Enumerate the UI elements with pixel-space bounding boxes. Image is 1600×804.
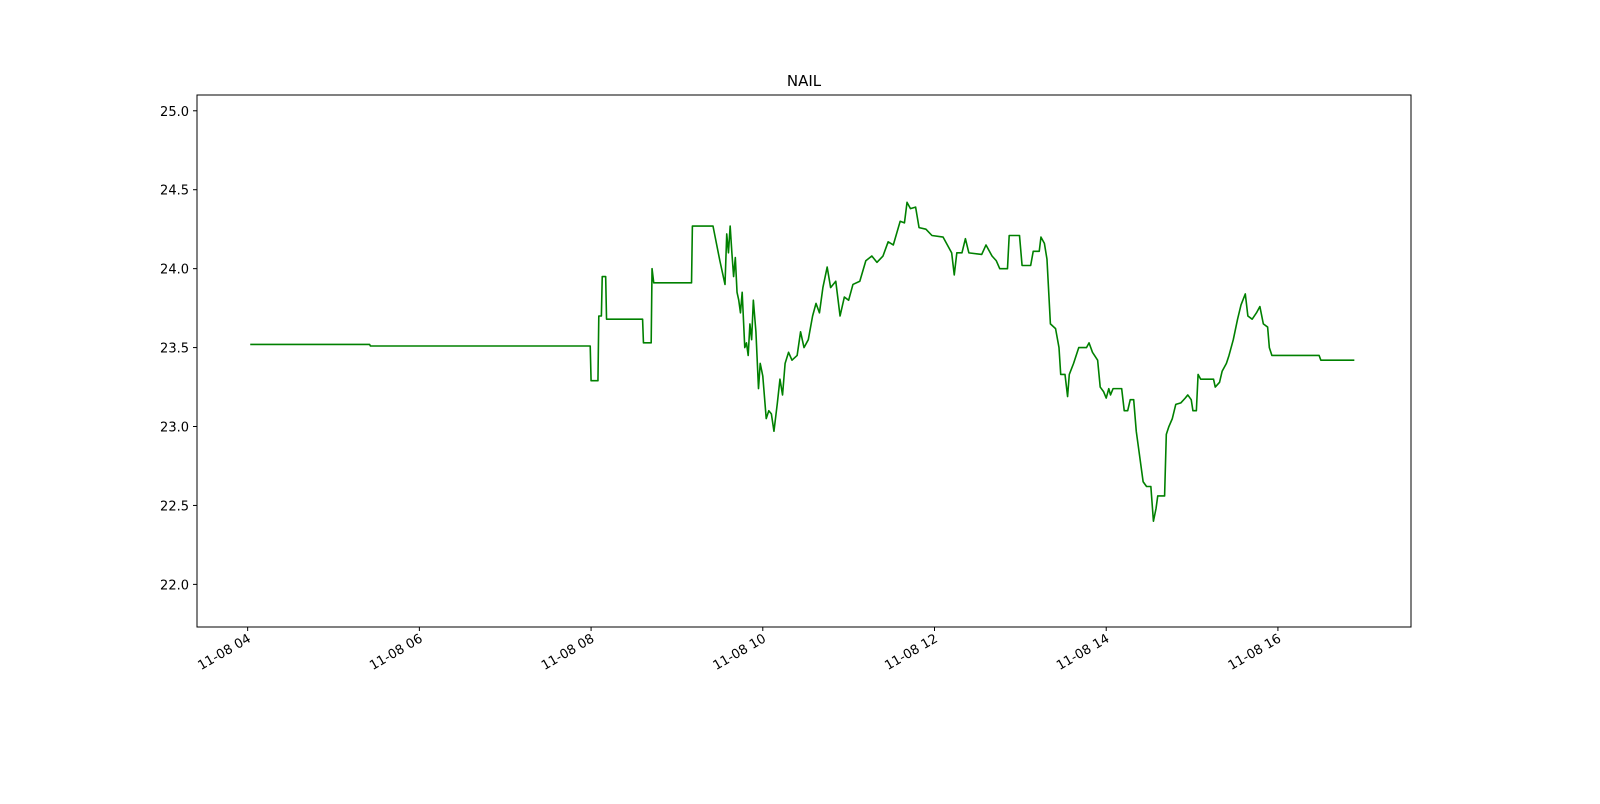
x-tick-label: 11-08 08: [539, 631, 597, 673]
plot-frame: [196, 94, 1412, 628]
y-tick-label: 23.5: [160, 342, 189, 357]
y-tick-label: 24.0: [160, 263, 189, 278]
x-tick-label: 11-08 10: [711, 631, 769, 673]
price-line: [250, 201, 1355, 523]
x-tick-label: 11-08 04: [196, 631, 254, 673]
x-tick-label: 11-08 06: [367, 631, 425, 673]
y-tick-label: 24.5: [160, 184, 189, 199]
x-tick-label: 11-08 14: [1054, 631, 1112, 673]
y-tick-label: 22.5: [160, 499, 189, 514]
x-tick-label: 11-08 12: [882, 631, 940, 673]
y-tick-label: 25.0: [160, 105, 189, 120]
chart-title: NAIL: [787, 72, 822, 90]
y-tick-label: 22.0: [160, 578, 189, 593]
x-tick-label: 11-08 16: [1226, 631, 1284, 673]
y-tick-label: 23.0: [160, 421, 189, 436]
